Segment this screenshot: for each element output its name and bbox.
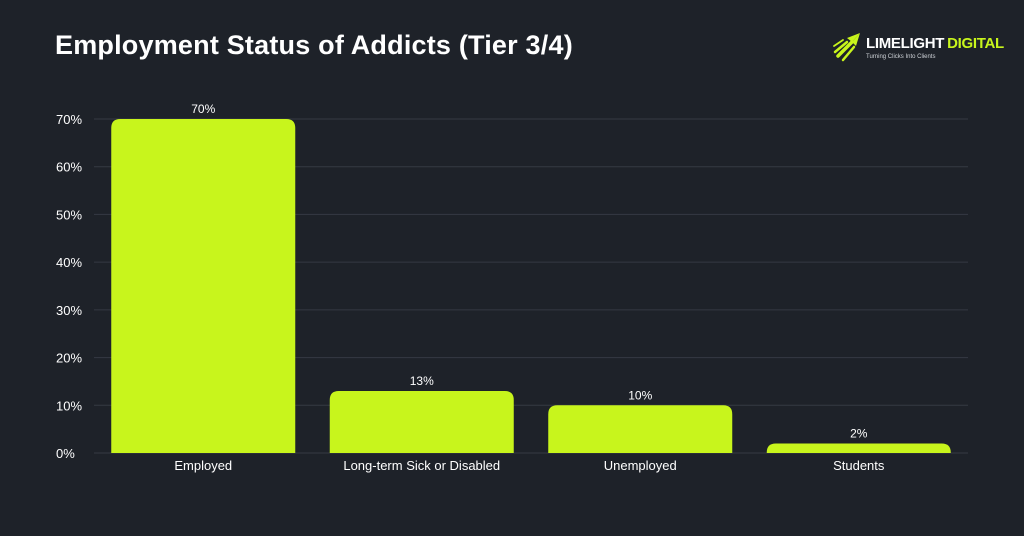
bar-unemployed xyxy=(548,405,733,453)
logo-word-digital: DIGITAL xyxy=(947,35,1004,52)
y-tick-label: 60% xyxy=(56,160,82,175)
bar-long-term-sick-or-disabled xyxy=(329,390,514,453)
data-label: 13% xyxy=(410,374,434,388)
data-label: 2% xyxy=(850,426,868,440)
y-tick-label: 0% xyxy=(56,446,75,461)
data-label: 70% xyxy=(191,102,215,116)
y-tick-label: 40% xyxy=(56,255,82,270)
y-tick-label: 70% xyxy=(56,112,82,127)
x-category-label: Employed xyxy=(174,458,232,473)
y-tick-label: 20% xyxy=(56,351,82,366)
logo-tagline: Turning Clicks Into Clients xyxy=(866,54,936,60)
y-tick-label: 30% xyxy=(56,303,82,318)
logo-wordmark: LIMELIGHT DIGITAL xyxy=(866,35,1004,52)
logo-word-limelight: LIMELIGHT xyxy=(866,35,945,52)
x-category-label: Students xyxy=(833,458,885,473)
limelight-digital-logo: LIMELIGHT DIGITAL Turning Clicks Into Cli… xyxy=(830,28,1004,68)
x-category-label: Unemployed xyxy=(604,458,677,473)
data-label: 10% xyxy=(628,388,652,402)
chart-title: Employment Status of Addicts (Tier 3/4) xyxy=(55,30,573,60)
y-tick-label: 10% xyxy=(56,398,82,413)
x-category-label: Long-term Sick or Disabled xyxy=(343,458,500,473)
bar-employed xyxy=(111,119,296,453)
rocket-arrow-icon xyxy=(833,33,860,62)
bar-students xyxy=(766,443,951,453)
y-tick-label: 50% xyxy=(56,207,82,222)
